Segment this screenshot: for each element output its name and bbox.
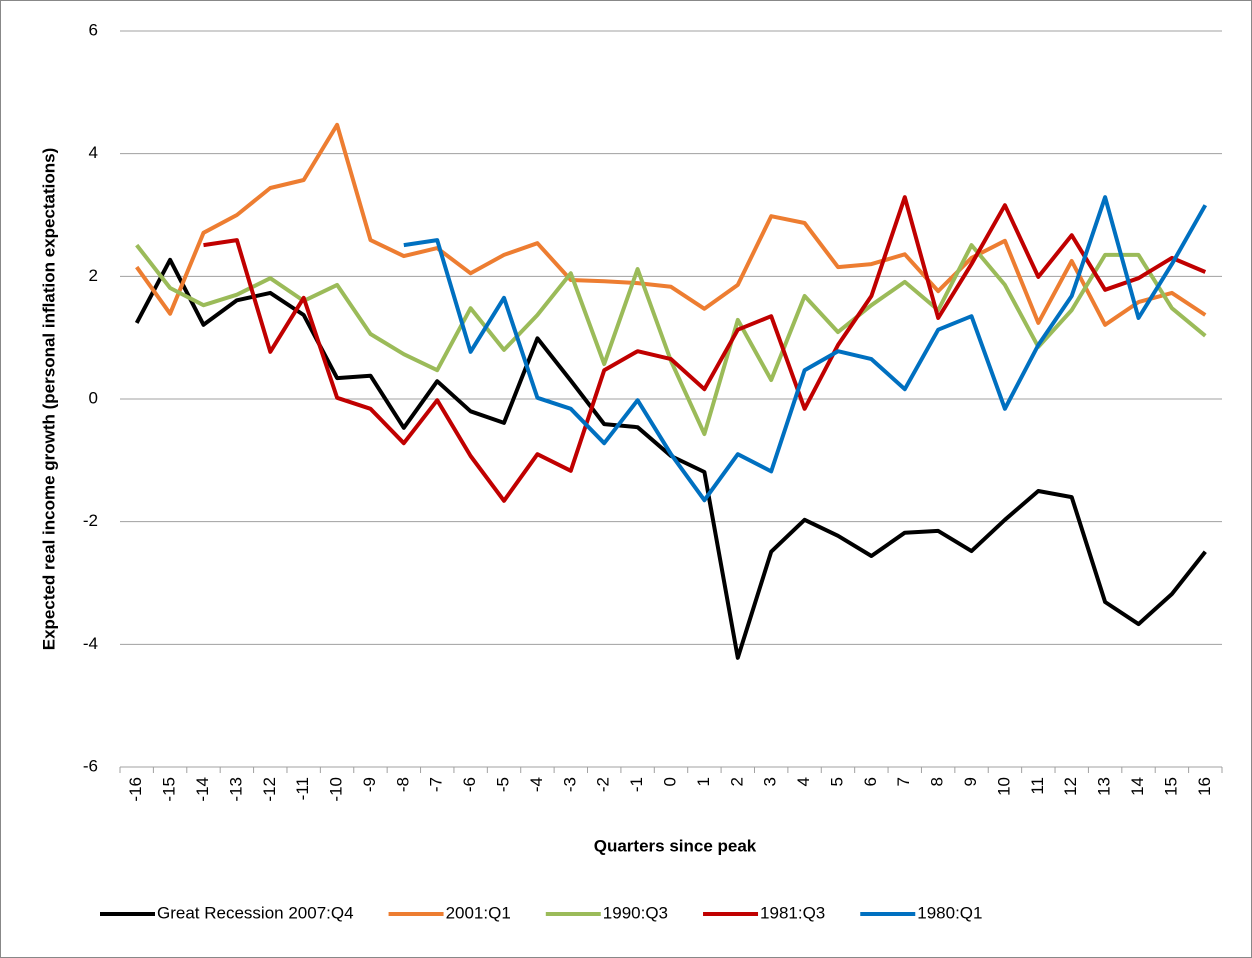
x-tick-label: 3 <box>761 777 780 786</box>
x-tick-label: -8 <box>393 777 412 792</box>
x-tick-label: -13 <box>226 777 245 802</box>
series-line <box>403 195 1208 503</box>
x-tick-label: -2 <box>594 777 613 792</box>
x-tick-label: -14 <box>193 777 212 802</box>
legend-label: Great Recession 2007:Q4 <box>157 903 354 922</box>
x-tick-label: -11 <box>293 777 312 800</box>
x-tick-label: 10 <box>994 777 1013 796</box>
x-tick-label: 5 <box>827 777 846 786</box>
x-tick-label: 16 <box>1195 777 1214 796</box>
y-axis-title: Expected real income growth (personal in… <box>39 148 58 651</box>
x-tick-label: -16 <box>126 777 145 802</box>
x-tick-label: 1 <box>694 777 713 786</box>
y-tick-label: -2 <box>83 511 98 530</box>
x-tick-label: 2 <box>727 777 746 786</box>
x-tick-label: 12 <box>1061 777 1080 796</box>
y-tick-label: 2 <box>89 266 98 285</box>
x-tick-label: 0 <box>660 777 679 786</box>
x-tick-label: 4 <box>794 777 813 786</box>
x-tick-label: -9 <box>360 777 379 792</box>
x-tick-label: -7 <box>427 777 446 792</box>
x-tick-label: -15 <box>160 777 179 802</box>
legend-label: 1980:Q1 <box>917 903 982 922</box>
series-line <box>203 195 1207 503</box>
y-tick-label: 6 <box>89 20 98 39</box>
legend-label: 1990:Q3 <box>603 903 668 922</box>
x-tick-label: 6 <box>861 777 880 786</box>
x-tick-label: 8 <box>928 777 947 786</box>
y-tick-label: -4 <box>83 634 98 653</box>
x-tick-label: -10 <box>327 777 346 802</box>
x-tick-label: 11 <box>1028 777 1047 795</box>
series-line <box>135 122 1207 327</box>
x-tick-label: 7 <box>894 777 913 786</box>
x-tick-label: 15 <box>1161 777 1180 796</box>
x-tick-label: -6 <box>460 777 479 792</box>
x-tick-label: 9 <box>961 777 980 786</box>
x-tick-label: -4 <box>527 777 546 792</box>
y-tick-label: 0 <box>89 388 98 407</box>
legend-label: 1981:Q3 <box>760 903 825 922</box>
x-tick-label: -12 <box>260 777 279 802</box>
x-tick-label: -3 <box>560 777 579 792</box>
x-tick-label: -5 <box>494 777 513 792</box>
legend-label: 2001:Q1 <box>446 903 511 922</box>
x-tick-label: 13 <box>1095 777 1114 796</box>
x-tick-label: 14 <box>1128 777 1147 796</box>
x-tick-label: -1 <box>627 777 646 792</box>
x-axis-title: Quarters since peak <box>594 836 757 855</box>
y-tick-label: 4 <box>89 143 98 162</box>
y-tick-label: -6 <box>83 756 98 775</box>
